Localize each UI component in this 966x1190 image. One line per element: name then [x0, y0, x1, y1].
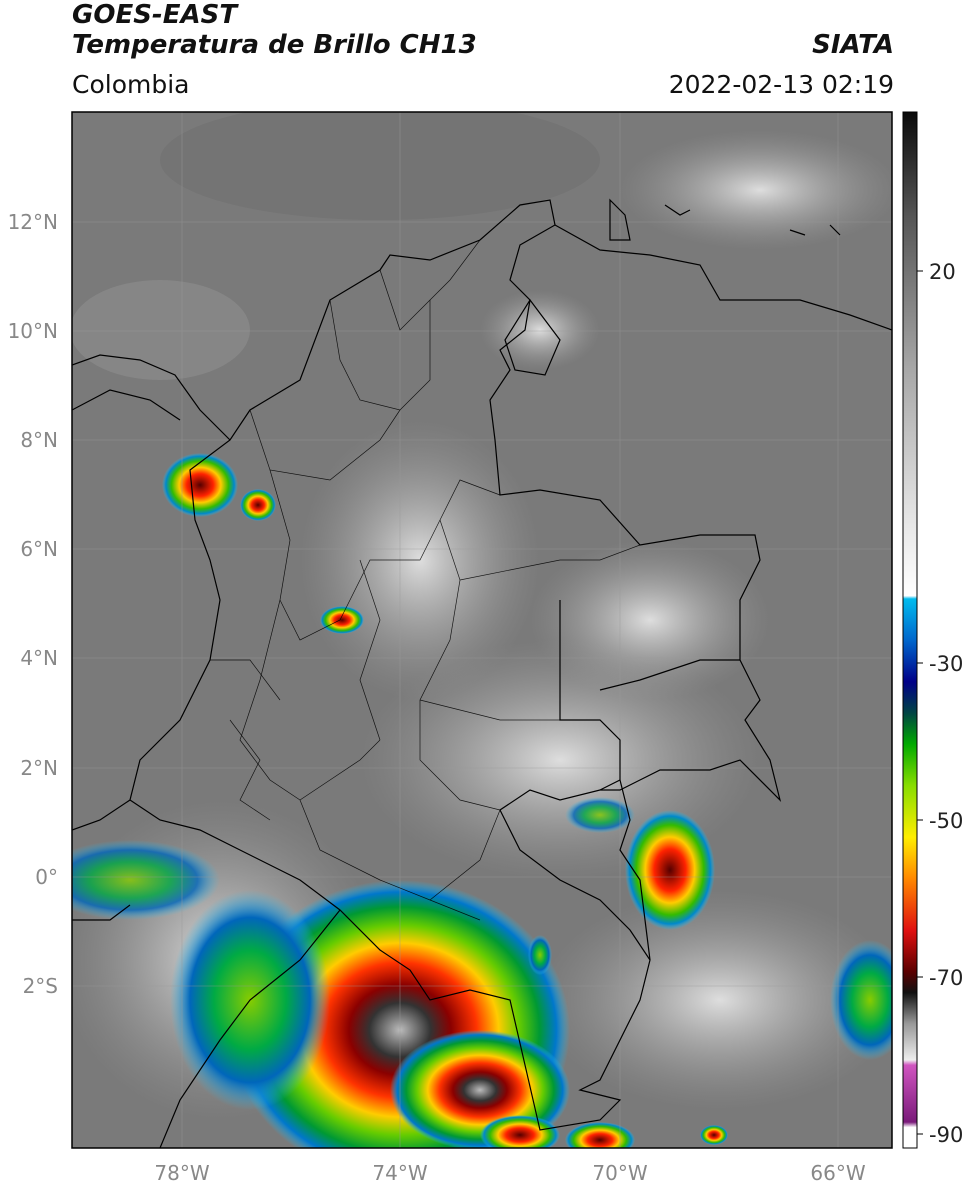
timestamp-label: 2022-02-13 02:19 [668, 70, 894, 99]
colorbar [902, 111, 918, 1149]
lon-label: 74°W [372, 1161, 427, 1185]
longitude-labels: 78°W 74°W 70°W 66°W [154, 1161, 865, 1185]
brightness-temperature-field [72, 112, 892, 1148]
convective-cell-east [625, 810, 715, 930]
lat-label: 10°N [8, 319, 58, 343]
map-frame [71, 111, 893, 1149]
lat-label: 2°N [20, 756, 58, 780]
colorbar-ticks [917, 270, 923, 1135]
region-label: Colombia [72, 70, 190, 99]
colombia-outline [129, 199, 782, 1131]
latitude-labels: 12°N 10°N 8°N 6°N 4°N 2°N 0° 2°S [8, 210, 58, 998]
convective-cell-northwest [162, 453, 238, 517]
department-boundaries [210, 239, 641, 921]
lon-label: 70°W [592, 1161, 647, 1185]
borders-and-coastlines [72, 198, 892, 1148]
lat-label: 2°S [23, 974, 58, 998]
venezuela-coast [554, 224, 892, 331]
colorbar-label: -50 [929, 809, 963, 833]
colorbar-label: -30 [929, 652, 963, 676]
lat-label: 4°N [20, 646, 58, 670]
lon-label: 66°W [810, 1161, 865, 1185]
product-title: Temperatura de Brillo CH13 [72, 30, 477, 60]
lat-label: 8°N [20, 428, 58, 452]
lat-label: 12°N [8, 210, 58, 234]
colorbar-label: -70 [929, 966, 963, 990]
graticule [72, 112, 892, 1148]
colorbar-label: 20 [929, 260, 956, 284]
peru-brazil-border [599, 779, 651, 961]
lon-label: 78°W [154, 1161, 209, 1185]
satellite-title: GOES-EAST [72, 0, 238, 30]
lat-label: 0° [35, 865, 58, 889]
ecuador-border [72, 799, 131, 831]
lat-label: 6°N [20, 537, 58, 561]
organization-label: SIATA [812, 30, 894, 60]
colorbar-label: -90 [929, 1123, 963, 1147]
colorbar-labels: 20 -30 -50 -70 -90 [929, 260, 963, 1147]
